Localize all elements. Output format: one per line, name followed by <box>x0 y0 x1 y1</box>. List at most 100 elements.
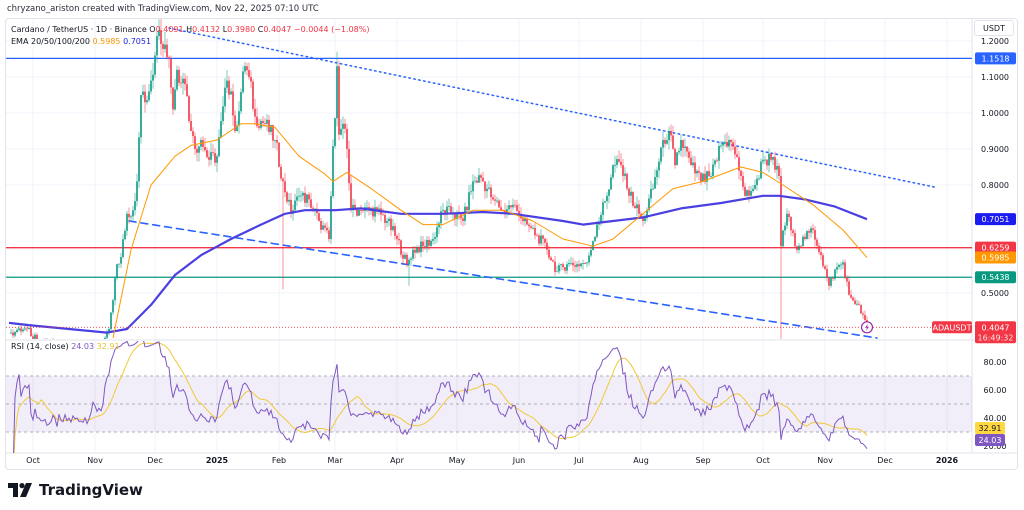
candle-body <box>376 207 378 211</box>
candle-body <box>788 213 790 218</box>
candle-body <box>536 235 538 237</box>
candle-body <box>160 30 162 45</box>
candle-body <box>166 44 168 58</box>
time-tick-label: Feb <box>272 456 286 465</box>
time-tick-label: Apr <box>390 456 405 465</box>
candle-body <box>654 177 656 189</box>
candle-body <box>258 126 260 128</box>
candle-body <box>394 226 396 236</box>
candle-body <box>332 146 334 197</box>
candle-body <box>284 181 286 193</box>
ema-price-badge: 0.7051 <box>982 215 1010 224</box>
candle-body <box>194 136 196 149</box>
candle-body <box>124 230 126 240</box>
candle-body <box>606 195 608 202</box>
candle-body <box>418 247 420 253</box>
candle-body <box>442 210 444 212</box>
candle-body <box>154 55 156 75</box>
ema50-line <box>112 123 868 339</box>
candle-body <box>796 246 798 251</box>
candle-body <box>646 210 648 219</box>
candle-body <box>438 223 440 228</box>
price-axis[interactable]: 1.2000 1.1000 1.0000 0.9000 0.8000 0.5000 1.15… <box>932 37 1016 344</box>
candle-body <box>448 206 450 208</box>
candle-body <box>230 91 232 95</box>
dashed-trendline <box>128 220 878 339</box>
candle-body <box>658 161 660 171</box>
candle-body <box>744 186 746 196</box>
candle-body <box>134 201 136 211</box>
candle-body <box>650 188 652 199</box>
rsi-label[interactable]: RSI (14, close) <box>11 342 69 351</box>
ema-label[interactable]: EMA 20/50/100/200 <box>11 37 90 46</box>
candle-body <box>162 44 164 49</box>
candle-body <box>16 330 18 332</box>
candle-body <box>708 171 710 177</box>
candle-body <box>816 239 818 246</box>
candle-body <box>560 264 562 266</box>
candle-body <box>622 165 624 176</box>
candle-body <box>718 146 720 161</box>
symbol-title[interactable]: Cardano / TetherUS · 1D · Binance <box>11 25 147 34</box>
candle-body <box>538 235 540 244</box>
rsi-tick-label: 40.00 <box>984 414 1007 423</box>
rsi-ma-badge: 32.91 <box>979 424 1002 433</box>
candle-body <box>260 120 262 128</box>
tradingview-logo: TradingView <box>8 481 143 499</box>
candle-body <box>548 249 550 258</box>
candle-body <box>170 59 172 88</box>
candle-body <box>400 240 402 255</box>
candle-body <box>790 217 792 231</box>
candle-body <box>140 95 142 138</box>
level-price-badge-bg <box>975 52 1016 65</box>
candle-body <box>146 100 148 103</box>
candle-body <box>158 30 160 37</box>
candle-body <box>226 80 228 88</box>
last-price-value: 0.4047 <box>982 323 1010 332</box>
candle-body <box>498 200 500 208</box>
rsi-value: 24.03 <box>71 342 95 351</box>
candle-body <box>322 225 324 230</box>
rsi-axis[interactable]: 80.00 60.00 40.00 20.00 32.91 24.03 <box>975 358 1006 451</box>
candle-body <box>822 255 824 267</box>
candle-body <box>686 146 688 152</box>
bar-countdown: 16:49:32 <box>978 333 1014 342</box>
time-tick-label: 2026 <box>936 456 959 465</box>
close-label: C <box>257 25 264 34</box>
alert-icon[interactable] <box>860 321 874 334</box>
candle-body <box>732 142 734 147</box>
candle-body <box>342 123 344 129</box>
time-axis[interactable]: Oct Nov Dec 2025 Feb Mar Apr May Jun Jul Aug Sep Oct… <box>26 456 958 465</box>
candle-body <box>814 230 816 240</box>
pane-separator[interactable] <box>6 19 1017 454</box>
candle-body <box>112 300 114 313</box>
candle-body <box>540 235 542 244</box>
candle-body <box>28 328 30 329</box>
candle-body <box>660 147 662 162</box>
candle-body <box>684 146 686 148</box>
rsi-value-badge: 24.03 <box>979 436 1002 445</box>
candle-body <box>798 245 800 251</box>
currency-unit-button[interactable]: USDT <box>974 20 1014 36</box>
candle-body <box>216 156 218 163</box>
trendlines[interactable] <box>128 27 936 339</box>
candle-body <box>752 188 754 192</box>
candle-body <box>264 123 266 124</box>
time-tick-label: May <box>449 456 466 465</box>
candle-body <box>116 264 118 279</box>
candle-body <box>262 120 264 124</box>
candle-body <box>218 137 220 157</box>
candle-body <box>670 131 672 136</box>
candle-body <box>728 140 730 147</box>
candle-body <box>666 140 668 144</box>
candle-body <box>698 170 700 173</box>
chart-frame <box>5 18 1018 470</box>
candle-body <box>220 121 222 138</box>
candle-body <box>840 264 842 266</box>
symbol-legend: Cardano / TetherUS · 1D · Binance O0.409… <box>11 24 369 48</box>
candle-body <box>656 170 658 178</box>
candle-body <box>864 314 866 320</box>
candle-body <box>804 236 806 239</box>
logo-text: TradingView <box>39 481 143 499</box>
